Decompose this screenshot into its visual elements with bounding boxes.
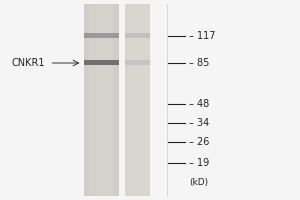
Bar	[84, 4, 119, 196]
Bar	[84, 33, 119, 38]
Bar	[124, 4, 150, 196]
Text: – 26: – 26	[189, 137, 209, 147]
Bar	[124, 60, 150, 65]
Bar	[84, 60, 119, 65]
Bar	[128, 4, 146, 196]
Text: – 34: – 34	[189, 118, 209, 128]
Text: (kD): (kD)	[189, 178, 208, 186]
Bar	[89, 4, 113, 196]
Text: – 85: – 85	[189, 58, 209, 68]
Text: CNKR1: CNKR1	[12, 58, 46, 68]
Text: – 48: – 48	[189, 99, 209, 109]
Text: – 117: – 117	[189, 31, 215, 41]
Text: – 19: – 19	[189, 158, 209, 168]
Bar	[124, 33, 150, 38]
